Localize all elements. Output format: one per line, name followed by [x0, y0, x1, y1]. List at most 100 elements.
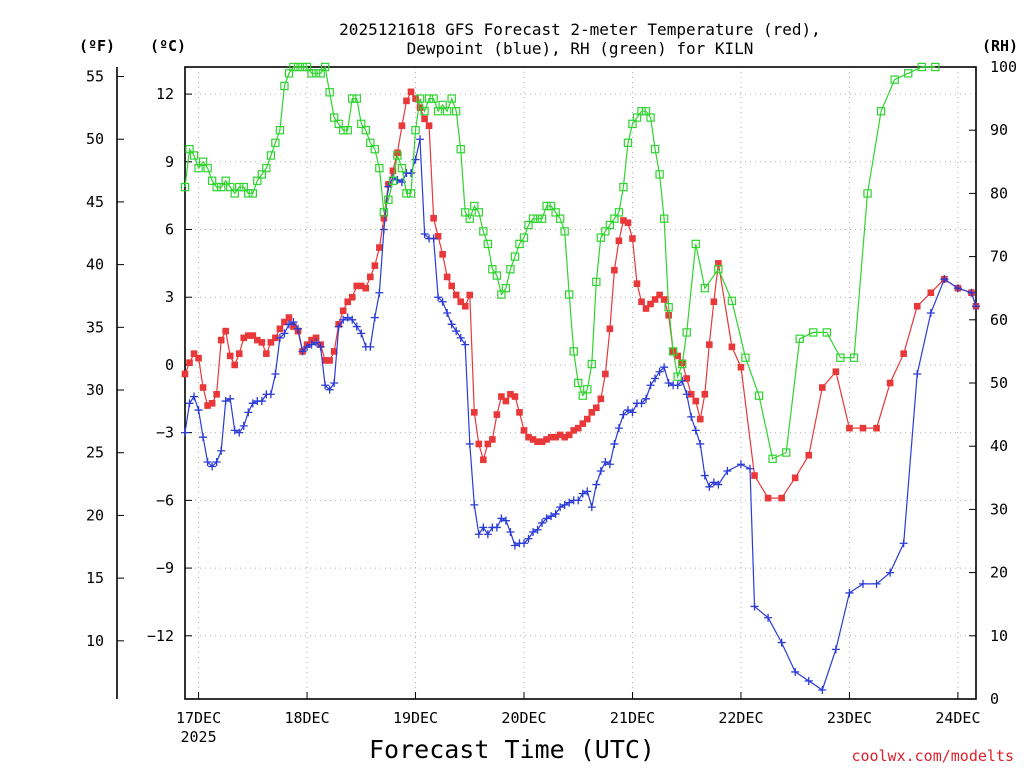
temperature-point — [403, 97, 410, 105]
rh-point — [429, 94, 438, 103]
temperature-point — [425, 122, 433, 129]
rh-tick-label: 0 — [990, 690, 999, 708]
rh-point — [442, 107, 452, 116]
temperature-point — [538, 438, 546, 445]
temperature-point — [692, 397, 700, 405]
rh-point — [194, 163, 203, 173]
dewpoint-point — [199, 433, 208, 442]
temperature-point — [602, 370, 609, 378]
rh-tick-label: 60 — [990, 311, 1008, 329]
rh-point — [185, 144, 194, 154]
rh-point — [528, 214, 538, 223]
temperature-point — [398, 122, 406, 129]
celsius-tick-label: 12 — [156, 85, 174, 103]
rh-point — [637, 107, 646, 116]
rh-point — [447, 94, 456, 103]
celsius-tick-label: −6 — [156, 491, 174, 509]
rh-tick-label: 20 — [990, 564, 1008, 582]
rh-point — [605, 220, 615, 230]
dewpoint-point — [533, 525, 542, 534]
dewpoint-point — [818, 685, 827, 694]
date-tick-label: 24DEC — [935, 709, 980, 727]
celsius-unit-label: (ºC) — [150, 37, 186, 55]
dewpoint-point — [203, 458, 212, 466]
dewpoint-series-line — [184, 139, 977, 691]
rh-point — [406, 189, 416, 198]
temperature-point — [371, 262, 379, 269]
dewpoint-point — [226, 394, 235, 403]
dewpoint-point — [605, 460, 614, 469]
temperature-point — [348, 293, 356, 301]
fahrenheit-tick-label: 55 — [86, 68, 104, 86]
rh-point — [366, 138, 375, 148]
dewpoint-point — [777, 638, 786, 647]
temperature-point — [484, 440, 492, 448]
temperature-point — [208, 400, 216, 407]
dewpoint-point — [750, 602, 759, 611]
dewpoint-point — [660, 363, 669, 372]
temperature-point — [561, 433, 568, 441]
date-tick-label: 21DEC — [610, 709, 655, 727]
rh-tick-label: 50 — [990, 374, 1008, 392]
dewpoint-point — [181, 428, 189, 437]
temperature-point — [281, 318, 288, 326]
rh-point — [470, 201, 479, 211]
temperature-point — [258, 339, 266, 346]
temperature-point — [620, 217, 627, 224]
dewpoint-point — [248, 399, 257, 408]
temperature-point — [873, 424, 880, 432]
rh-point — [560, 227, 569, 236]
series-layer — [180, 62, 980, 694]
temperature-point — [525, 433, 532, 441]
temperature-point — [312, 334, 320, 342]
temperature-point — [570, 427, 578, 434]
temperature-point — [186, 359, 193, 366]
temperature-point — [344, 298, 352, 306]
dewpoint-point — [583, 487, 592, 496]
dewpoint-point — [723, 467, 732, 476]
source-credit: coolwx.com/modelts — [851, 747, 1014, 765]
temperature-point — [642, 305, 650, 312]
rh-point — [641, 107, 651, 116]
dewpoint-point — [804, 676, 813, 685]
rh-point — [727, 296, 737, 306]
rh-point — [632, 113, 642, 122]
temperature-point — [493, 411, 501, 418]
rh-point — [668, 347, 678, 356]
rh-point — [393, 151, 402, 160]
temperature-point — [819, 384, 826, 391]
dewpoint-point — [407, 169, 415, 178]
temperature-point — [430, 214, 437, 222]
fahrenheit-tick-label: 25 — [86, 444, 104, 462]
temperature-point — [181, 370, 189, 378]
date-tick-label: 20DEC — [501, 709, 546, 727]
temperature-point — [244, 332, 252, 339]
rh-tick-label: 30 — [990, 500, 1008, 518]
rh-point — [433, 107, 443, 116]
temperature-point — [276, 325, 284, 333]
dewpoint-point — [610, 439, 619, 448]
temperature-point — [285, 314, 293, 321]
temperature-point — [480, 456, 487, 464]
dewpoint-point — [275, 333, 284, 342]
celsius-tick-label: 6 — [165, 221, 174, 239]
dewpoint-point — [194, 406, 203, 415]
dewpoint-point — [452, 327, 461, 336]
fahrenheit-tick-label: 15 — [86, 569, 104, 587]
dewpoint-point — [375, 288, 384, 297]
temperature-point — [195, 354, 202, 362]
dewpoint-point — [642, 394, 651, 403]
fahrenheit-tick-label: 40 — [86, 256, 104, 274]
dewpoint-point — [651, 374, 660, 383]
temperature-point — [913, 302, 921, 310]
dewpoint-point — [343, 313, 352, 322]
celsius-tick-label: 0 — [165, 356, 174, 374]
temperature-point — [357, 282, 365, 290]
dewpoint-point — [289, 318, 298, 327]
rh-point — [506, 265, 515, 274]
dewpoint-point — [646, 381, 655, 390]
temperature-point — [516, 409, 523, 416]
date-tick-label: 22DEC — [718, 709, 763, 727]
dewpoint-point — [370, 313, 379, 322]
rh-point — [216, 182, 226, 192]
